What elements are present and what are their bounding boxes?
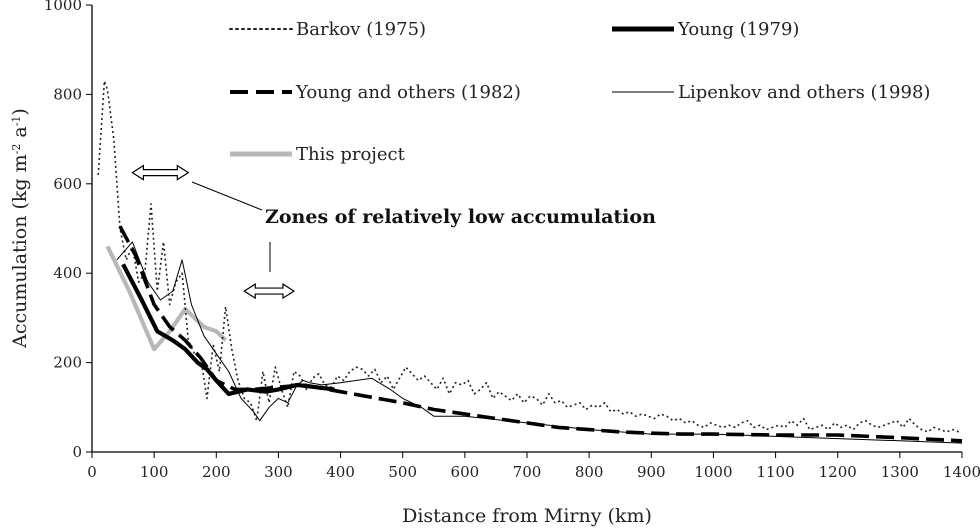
legend-label-young-others-1982: Young and others (1982) — [295, 82, 521, 103]
x-tick-label: 800 — [575, 463, 604, 481]
y-axis-title: Accumulation (kg m-2 a-1) — [9, 108, 31, 349]
x-ticks: 0 100 200 300 400 500 600 700 800 900 1000 1100 1200… — [87, 452, 980, 481]
y-axis-title-mid: a — [9, 126, 31, 143]
series-line-gray — [105, 245, 228, 352]
x-tick-label: 100 — [140, 463, 169, 481]
y-tick-label: 0 — [72, 443, 82, 461]
x-tick-label: 300 — [264, 463, 293, 481]
legend: Barkov (1975) Young (1979) Young and oth… — [229, 19, 930, 165]
y-axis-title-sup1: -2 — [10, 144, 23, 155]
y-tick-label: 800 — [53, 85, 82, 103]
zone-arrow — [243, 282, 296, 300]
y-axis-title-main: Accumulation (kg m — [9, 154, 31, 348]
legend-label-young-1979: Young (1979) — [677, 19, 799, 40]
y-ticks: 0 200 400 600 800 1000 — [44, 0, 92, 461]
plot-area — [97, 80, 963, 444]
x-tick-label: 1100 — [756, 463, 794, 481]
series-line-dotted — [97, 80, 960, 433]
x-tick-label: 1000 — [694, 463, 732, 481]
x-tick-label: 500 — [388, 463, 417, 481]
x-tick-label: 1300 — [881, 463, 919, 481]
x-tick-label: 1400 — [943, 463, 980, 481]
legend-label-lipenkov: Lipenkov and others (1998) — [678, 82, 930, 103]
x-axis-title: Distance from Mirny (km) — [402, 505, 652, 527]
zone-arrow — [131, 164, 190, 181]
legend-label-barkov: Barkov (1975) — [296, 19, 426, 40]
x-tick-label: 900 — [637, 463, 666, 481]
x-tick-label: 0 — [87, 463, 97, 481]
zone-arrows — [131, 164, 296, 300]
series-line-thin — [116, 241, 963, 444]
x-tick-label: 700 — [513, 463, 542, 481]
annotations: Zones of relatively low accumulation — [131, 164, 656, 300]
x-tick-label: 200 — [202, 463, 231, 481]
y-tick-label: 1000 — [44, 0, 82, 14]
x-tick-label: 1200 — [819, 463, 857, 481]
y-tick-label: 400 — [53, 264, 82, 282]
y-tick-label: 200 — [53, 354, 82, 372]
x-tick-label: 400 — [326, 463, 355, 481]
legend-label-this-project: This project — [296, 144, 406, 165]
annotation-leader-line-1 — [191, 181, 263, 211]
y-axis-title-sup2: -1 — [10, 116, 23, 127]
series-line-dashed — [118, 225, 963, 443]
y-axis-title-end: ) — [9, 108, 31, 115]
y-tick-label: 600 — [53, 175, 82, 193]
series-line-thick — [121, 263, 335, 396]
annotation-low-accumulation: Zones of relatively low accumulation — [265, 206, 656, 228]
x-tick-label: 600 — [451, 463, 480, 481]
